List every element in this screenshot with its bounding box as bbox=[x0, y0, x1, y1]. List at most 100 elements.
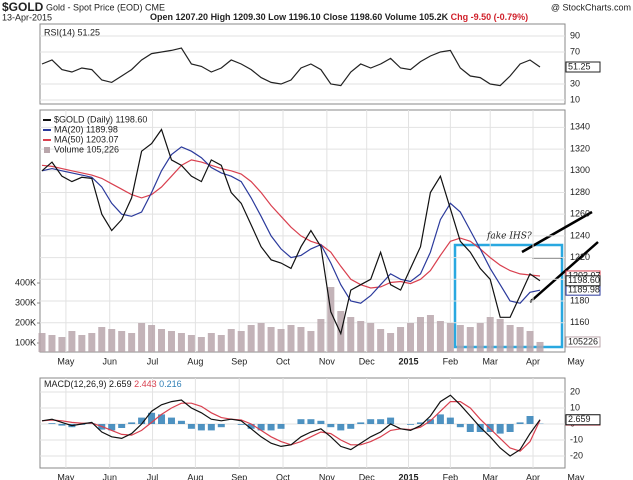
bar bbox=[357, 321, 365, 352]
y2-tick-label: 100K bbox=[15, 337, 36, 347]
bar bbox=[58, 424, 66, 426]
stat: Open 1207.20 bbox=[150, 12, 208, 22]
source: @ StockCharts.com bbox=[551, 2, 631, 12]
bar bbox=[377, 419, 385, 424]
bar bbox=[128, 422, 136, 424]
bar bbox=[267, 424, 275, 431]
x-tick-label: May bbox=[57, 356, 75, 366]
series-line bbox=[41, 401, 541, 452]
legend-label: $GOLD (Daily) 1198.60 bbox=[54, 114, 147, 124]
y-tick-label: -20 bbox=[570, 450, 583, 460]
bar bbox=[158, 414, 166, 424]
bar bbox=[237, 424, 245, 425]
bar bbox=[177, 420, 185, 424]
y-tick-label: 90 bbox=[570, 30, 580, 40]
bar bbox=[426, 315, 434, 352]
value-badge-label: 1189.98 bbox=[568, 285, 600, 295]
y2-tick-label: 400K bbox=[15, 277, 36, 287]
bar bbox=[257, 424, 265, 431]
bar bbox=[257, 323, 265, 352]
value-badge bbox=[565, 336, 601, 348]
bar bbox=[48, 423, 56, 424]
bar bbox=[476, 323, 484, 352]
bar bbox=[317, 420, 325, 424]
bar bbox=[297, 419, 305, 424]
y-tick-label: -10 bbox=[570, 434, 583, 444]
y-tick-label: 30 bbox=[570, 78, 580, 88]
bar bbox=[416, 317, 424, 352]
bar bbox=[217, 424, 225, 428]
value-badge-label: 1198.60 bbox=[568, 275, 600, 285]
bar bbox=[516, 327, 524, 352]
y-tick-label: 10 bbox=[570, 402, 580, 412]
bar bbox=[436, 414, 444, 424]
x-tick-label: Nov bbox=[319, 356, 336, 366]
bar bbox=[167, 417, 175, 424]
x-tick-label: Jul bbox=[147, 472, 159, 480]
bar bbox=[456, 424, 464, 428]
bar bbox=[337, 424, 345, 431]
bar bbox=[317, 319, 325, 352]
bar bbox=[158, 329, 166, 352]
bar bbox=[167, 331, 175, 352]
bar bbox=[187, 424, 195, 429]
bar bbox=[347, 317, 355, 352]
bar bbox=[267, 327, 275, 352]
bar bbox=[48, 335, 56, 352]
bar bbox=[287, 325, 295, 352]
bar bbox=[207, 333, 215, 352]
stat: Volume 105.2K bbox=[385, 12, 449, 22]
bar bbox=[367, 419, 375, 424]
x-tick-label: Sep bbox=[231, 472, 247, 480]
y-tick-label: 10 bbox=[570, 94, 580, 104]
bar bbox=[387, 417, 395, 424]
rsi-panel bbox=[39, 23, 566, 105]
series-line bbox=[41, 394, 541, 457]
bar bbox=[516, 422, 524, 424]
bar bbox=[118, 331, 126, 352]
x-tick-label: Dec bbox=[359, 472, 376, 480]
trend-line bbox=[529, 241, 599, 303]
bar bbox=[407, 424, 415, 425]
bar bbox=[307, 331, 315, 352]
bar bbox=[466, 424, 474, 432]
stat: High 1209.30 bbox=[211, 12, 266, 22]
y-tick-label: 1220 bbox=[570, 252, 590, 262]
instrument-name: Gold - Spot Price (EOD) CME bbox=[46, 2, 165, 12]
bar bbox=[227, 329, 235, 352]
date: 13-Apr-2015 bbox=[2, 12, 52, 22]
legend-label: 2.659 bbox=[109, 379, 132, 389]
legend-title: MACD(12,26,9) bbox=[44, 379, 107, 389]
value-badge-label: 2.659 bbox=[568, 414, 591, 424]
x-tick-label: Apr bbox=[526, 356, 540, 366]
y2-tick-label: 200K bbox=[15, 317, 36, 327]
bar bbox=[148, 325, 156, 352]
bar bbox=[247, 424, 255, 429]
value-badge bbox=[565, 61, 601, 73]
x-tick-label: Oct bbox=[276, 472, 291, 480]
legend-swatch bbox=[44, 147, 50, 153]
macd-panel bbox=[39, 377, 566, 469]
series-line bbox=[41, 128, 541, 336]
bar bbox=[526, 416, 534, 424]
bar bbox=[138, 323, 146, 352]
bar bbox=[98, 327, 106, 352]
bar bbox=[207, 424, 215, 431]
bar bbox=[138, 417, 146, 424]
bar bbox=[416, 422, 424, 424]
x-tick-label: Oct bbox=[276, 356, 291, 366]
bar bbox=[377, 329, 385, 352]
bar bbox=[247, 325, 255, 352]
bar bbox=[397, 327, 405, 352]
bar bbox=[277, 424, 285, 429]
bar bbox=[217, 335, 225, 352]
bar bbox=[446, 417, 454, 424]
y-tick-label: 1180 bbox=[570, 295, 589, 305]
stats: Open 1207.20 High 1209.30 Low 1196.10 Cl… bbox=[150, 12, 528, 22]
bar bbox=[88, 333, 96, 352]
bar bbox=[297, 327, 305, 352]
bar bbox=[496, 424, 504, 434]
y-tick-label: 1340 bbox=[570, 122, 590, 132]
trend-line bbox=[521, 210, 593, 254]
